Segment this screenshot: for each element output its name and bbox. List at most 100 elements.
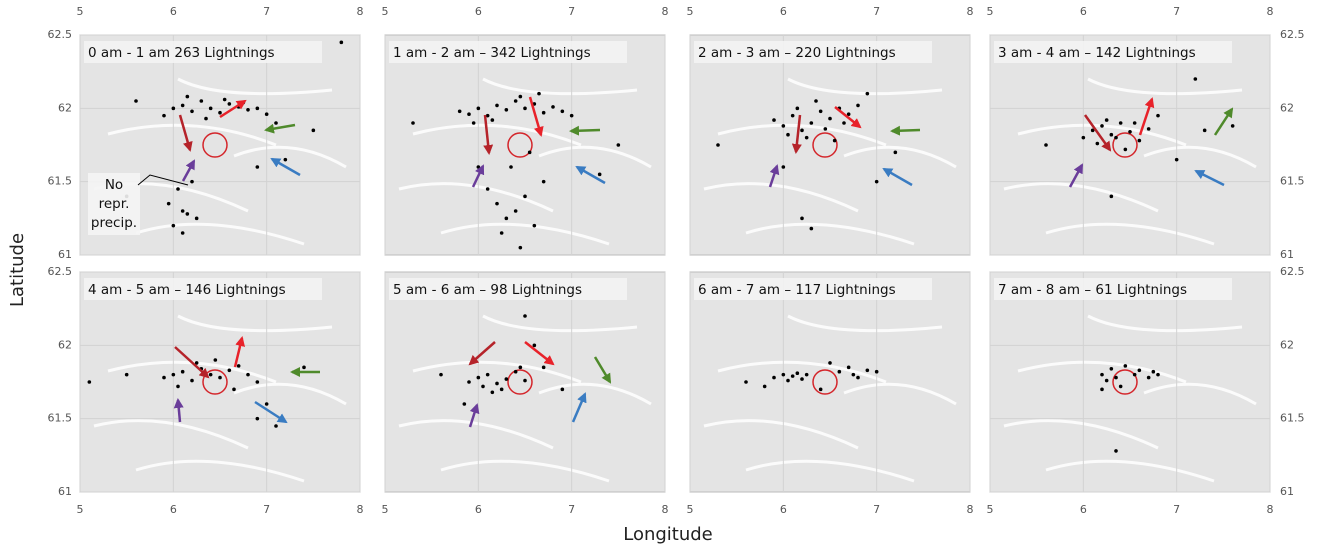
y-tick-label: 61.5	[48, 412, 73, 425]
lightning-point	[1124, 364, 1128, 368]
lightning-point	[190, 180, 194, 184]
lightning-point	[265, 402, 269, 406]
lightning-point	[477, 165, 481, 169]
lightning-point	[274, 121, 278, 125]
lightning-point	[514, 209, 518, 213]
lightning-point	[514, 99, 518, 103]
lightning-point	[495, 104, 499, 108]
x-tick-label: 5	[987, 503, 994, 516]
lightning-point	[256, 380, 260, 384]
lightning-point	[561, 109, 565, 113]
lightning-point	[810, 227, 814, 231]
lightning-point	[505, 108, 509, 112]
lightning-point	[256, 417, 260, 421]
lightning-point	[477, 376, 481, 380]
lightning-point	[256, 107, 260, 111]
lightning-point	[232, 388, 236, 392]
map-background	[80, 272, 360, 492]
lightning-point	[819, 388, 823, 392]
lightning-point	[134, 99, 138, 103]
lightning-point	[847, 366, 851, 370]
x-tick-label: 7	[263, 5, 270, 18]
lightning-point	[181, 231, 185, 235]
lightning-point	[190, 109, 194, 113]
lightning-point	[186, 212, 190, 216]
lightning-point	[1114, 136, 1118, 140]
panel-title: 1 am - 2 am – 342 Lightnings	[393, 45, 591, 61]
y-tick-label: 62.5	[48, 28, 73, 41]
lightning-point	[458, 109, 462, 113]
panel: 56782 am - 3 am – 220 Lightnings	[687, 5, 974, 255]
lightning-point	[1114, 449, 1118, 453]
lightning-point	[1175, 158, 1179, 162]
y-tick-label: 62.5	[1280, 265, 1305, 278]
panel-title: 2 am - 3 am – 220 Lightnings	[698, 45, 896, 61]
lightning-point	[523, 379, 527, 383]
lightning-point	[340, 41, 344, 45]
y-tick-label: 61.5	[1280, 412, 1305, 425]
lightning-point	[223, 98, 227, 102]
lightning-point	[617, 143, 621, 147]
lightning-point	[519, 246, 523, 250]
x-tick-label: 8	[1267, 5, 1274, 18]
lightning-point	[1110, 195, 1114, 199]
x-tick-label: 5	[687, 5, 694, 18]
lightning-point	[1194, 77, 1198, 81]
x-tick-label: 5	[382, 503, 389, 516]
lightning-point	[228, 102, 232, 106]
lightning-point	[763, 385, 767, 389]
lightning-point	[467, 380, 471, 384]
x-tick-label: 6	[1080, 503, 1087, 516]
panel-title: 7 am - 8 am – 61 Lightnings	[998, 282, 1187, 298]
x-tick-label: 5	[687, 503, 694, 516]
x-tick-label: 6	[780, 5, 787, 18]
y-tick-label: 61.5	[48, 175, 73, 188]
lightning-point	[800, 377, 804, 381]
lightning-point	[866, 368, 870, 372]
lightning-point	[491, 390, 495, 394]
map-background	[990, 35, 1270, 255]
x-tick-label: 8	[967, 503, 974, 516]
lightning-point	[181, 104, 185, 108]
panel: 56786161.56262.54 am - 5 am – 146 Lightn…	[48, 265, 364, 516]
lightning-point	[1128, 130, 1132, 134]
y-tick-label: 62	[1280, 101, 1294, 114]
lightning-point	[894, 151, 898, 155]
lightning-point	[819, 109, 823, 113]
lightning-point	[1082, 136, 1086, 140]
lightning-point	[772, 376, 776, 380]
lightning-point	[833, 139, 837, 143]
x-tick-label: 8	[967, 5, 974, 18]
lightning-point	[463, 402, 467, 406]
x-tick-label: 7	[1173, 503, 1180, 516]
lightning-point	[805, 373, 809, 377]
lightning-point	[486, 373, 490, 377]
lightning-point	[791, 114, 795, 118]
x-tick-label: 7	[263, 503, 270, 516]
lightning-point	[791, 374, 795, 378]
lightning-point	[125, 373, 129, 377]
lightning-point	[828, 361, 832, 365]
y-tick-label: 62	[58, 338, 72, 351]
lightning-point	[1110, 367, 1114, 371]
arrow	[571, 130, 600, 131]
lightning-point	[533, 344, 537, 348]
x-tick-label: 8	[357, 503, 364, 516]
x-axis-label: Longitude	[623, 524, 713, 545]
x-tick-label: 8	[662, 5, 669, 18]
lightning-point	[561, 388, 565, 392]
x-tick-label: 5	[77, 5, 84, 18]
lightning-point	[181, 209, 185, 213]
lightning-point	[1096, 142, 1100, 146]
lightning-point	[519, 366, 523, 370]
y-tick-label: 61	[1280, 485, 1294, 498]
y-tick-label: 62.5	[1280, 28, 1305, 41]
lightning-point	[477, 107, 481, 111]
lightning-point	[570, 114, 574, 118]
lightning-point	[796, 107, 800, 111]
lightning-point	[274, 424, 278, 428]
panel: 56781 am - 2 am – 342 Lightnings	[382, 5, 669, 255]
lightning-point	[237, 364, 241, 368]
lightning-point	[186, 95, 190, 99]
lightning-point	[744, 380, 748, 384]
